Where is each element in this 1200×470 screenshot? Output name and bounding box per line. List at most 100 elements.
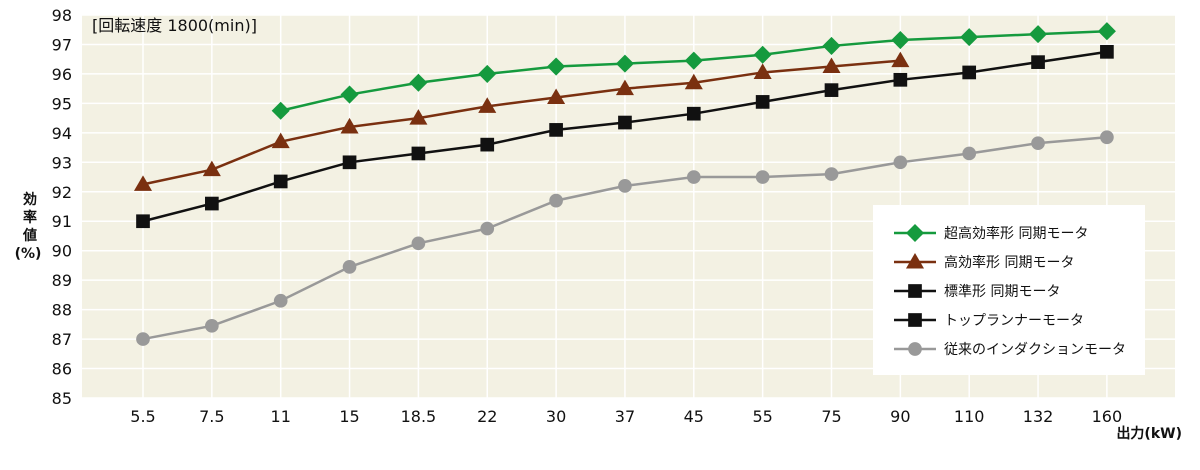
y-tick-label-85: 85 <box>52 389 72 408</box>
series-0-point-160 <box>1097 22 1116 41</box>
legend-item-4: 従来のインダクションモータ <box>894 342 1126 358</box>
series-4-point-55 <box>755 170 770 184</box>
series-2-point-160 <box>1100 44 1114 59</box>
series-1-point-7-5 <box>202 160 221 177</box>
y-tick-label-89: 89 <box>52 271 72 290</box>
y-tick-label-87: 87 <box>52 330 72 349</box>
series-4-point-45 <box>686 170 701 184</box>
y-tick-labels: 85 86 87 88 89 90 91 92 93 94 95 96 97 98 <box>52 6 72 408</box>
y-tick-label-94: 94 <box>52 124 72 143</box>
series-1-point-37 <box>615 79 634 96</box>
series-0-point-11 <box>271 101 290 120</box>
series-0-point-37 <box>615 54 634 73</box>
x-tick-label-160: 160 <box>1092 407 1123 426</box>
x-tick-label-37: 37 <box>615 407 635 426</box>
series-1-point-5-5 <box>133 175 153 191</box>
series-0-point-90 <box>891 31 910 50</box>
x-tick-label-15: 15 <box>339 407 359 426</box>
series-1-point-11 <box>271 132 290 149</box>
legend-marker-3 <box>908 313 922 327</box>
x-tick-label-22: 22 <box>477 407 497 426</box>
ylabel-char-4: (%) <box>15 246 42 262</box>
series-1-point-55 <box>753 63 772 79</box>
series-4-point-132 <box>1031 136 1045 150</box>
ylabel-char-3: 値 <box>22 227 37 244</box>
y-tick-label-91: 91 <box>52 212 72 231</box>
y-tick-label-86: 86 <box>52 360 72 379</box>
series-2-point-11 <box>273 174 288 189</box>
series-1-point-18-5 <box>409 109 428 125</box>
series-2-point-30 <box>549 123 563 137</box>
series-1-point-90 <box>891 51 910 68</box>
series-0-point-30 <box>547 57 566 76</box>
series-2-point-7-5 <box>205 196 219 211</box>
series-4-point-37 <box>618 179 632 193</box>
series-layer <box>133 22 1116 346</box>
rotation-speed-note: [回転速度 1800(min)] <box>92 16 257 35</box>
series-0-point-110 <box>960 28 979 47</box>
series-1 <box>133 51 910 191</box>
x-tick-label-110: 110 <box>954 407 985 426</box>
x-tick-label-75: 75 <box>821 407 841 426</box>
series-4-point-5-5 <box>136 332 150 346</box>
series-4-point-18-5 <box>411 236 426 251</box>
series-2-point-22 <box>480 137 495 152</box>
legend-label-1: 高効率形 同期モータ <box>944 254 1074 271</box>
series-2-point-5-5 <box>136 214 150 229</box>
series-1-point-22 <box>478 97 497 113</box>
x-tick-label-45: 45 <box>684 407 704 426</box>
series-2-point-110 <box>962 65 977 80</box>
series-2-point-45 <box>686 106 701 121</box>
series-1-point-15 <box>340 117 359 134</box>
series-1-point-75 <box>822 57 841 74</box>
series-0 <box>271 22 1116 120</box>
series-0-point-45 <box>684 51 703 70</box>
legend-label-3: トップランナーモータ <box>944 313 1084 329</box>
legend-item-3: トップランナーモータ <box>894 313 1084 329</box>
series-2-point-90 <box>893 72 908 87</box>
y-tick-label-88: 88 <box>52 301 72 320</box>
series-2-point-75 <box>824 83 839 97</box>
y-tick-label-92: 92 <box>52 183 72 202</box>
y-tick-label-96: 96 <box>52 65 72 84</box>
x-tick-label-55: 55 <box>752 407 772 426</box>
series-4-point-30 <box>549 193 563 208</box>
legend-marker-0 <box>905 223 925 243</box>
x-tick-label-11: 11 <box>271 407 291 426</box>
series-4-point-15 <box>342 260 357 274</box>
ylabel-char-2: 率 <box>23 209 37 226</box>
series-0-point-132 <box>1029 25 1048 44</box>
y-tick-label-97: 97 <box>52 35 72 54</box>
x-tick-label-30: 30 <box>546 407 566 426</box>
series-0-point-55 <box>753 45 772 64</box>
y-tick-label-95: 95 <box>52 94 72 113</box>
series-4-point-7-5 <box>205 318 219 333</box>
legend-label-2: 標準形 同期モータ <box>944 284 1060 300</box>
series-2-point-132 <box>1031 55 1045 69</box>
legend-label-0: 超高効率形 同期モータ <box>944 225 1088 242</box>
x-tick-labels: 5.5 7.5 11 15 18.5 22 30 37 45 55 75 90 110 132 160 <box>130 407 1122 426</box>
legend-marker-1 <box>905 252 925 269</box>
x-tick-label-132: 132 <box>1023 407 1054 426</box>
x-tick-label-7-5: 7.5 <box>199 407 224 426</box>
series-0-point-75 <box>822 36 841 55</box>
x-axis-title: 出力(kW) <box>1116 425 1182 442</box>
legend-item-1: 高効率形 同期モータ <box>894 252 1074 271</box>
series-4-point-160 <box>1100 130 1114 145</box>
legend-marker-2 <box>908 284 922 298</box>
series-4-point-11 <box>273 293 288 308</box>
x-tick-label-90: 90 <box>890 407 910 426</box>
series-2-point-15 <box>342 155 357 170</box>
series-4-point-22 <box>480 221 495 236</box>
series-4-point-110 <box>962 146 977 161</box>
series-4-point-90 <box>893 155 908 170</box>
y-tick-label-90: 90 <box>52 242 72 261</box>
legend-marker-4 <box>908 342 922 356</box>
series-1-point-45 <box>684 73 703 90</box>
series-4 <box>136 130 1114 346</box>
legend-label-4: 従来のインダクションモータ <box>944 342 1126 358</box>
